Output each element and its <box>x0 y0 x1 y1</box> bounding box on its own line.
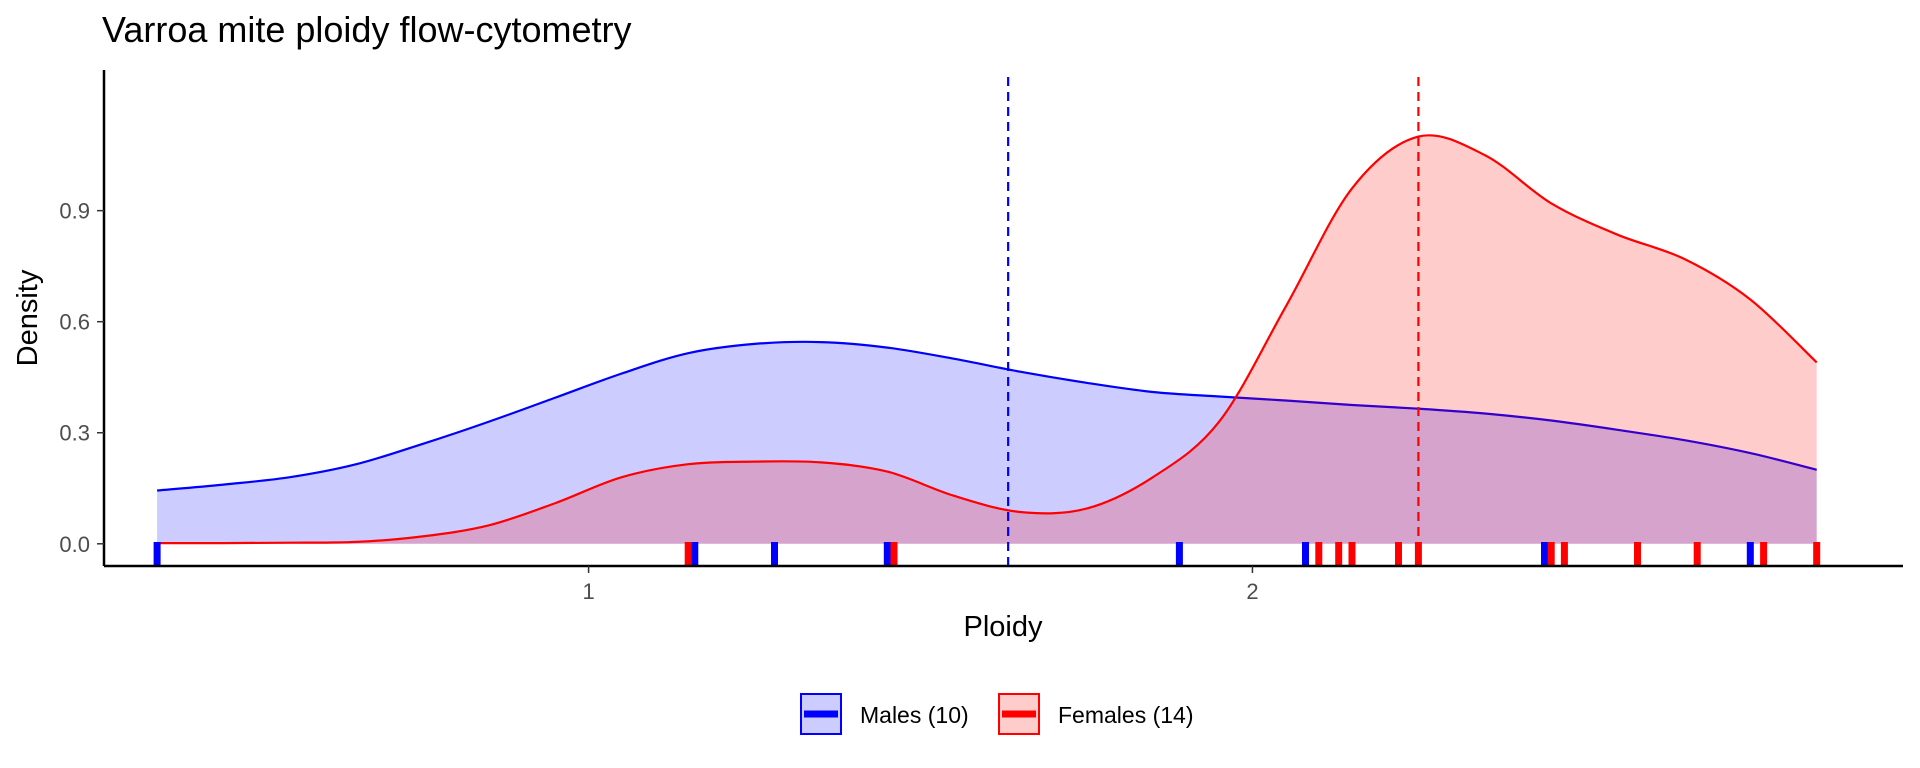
y-axis-title: Density <box>12 269 44 366</box>
rug-mark-females <box>1560 542 1568 565</box>
mean-lines <box>1007 77 1420 566</box>
rug-mark-males <box>1302 542 1309 565</box>
rug-mark-females <box>1395 542 1402 565</box>
rug-mark-females <box>1315 542 1323 565</box>
rug-mark-females <box>1813 542 1821 565</box>
x-tick-label: 2 <box>1246 579 1258 604</box>
rug-mark-females <box>1693 542 1701 565</box>
legend-label-females: Females (14) <box>1058 702 1193 728</box>
rug-mark-females <box>684 542 692 565</box>
rug-mark-males <box>771 542 778 565</box>
x-tick-label: 1 <box>582 579 594 604</box>
y-tick-label: 0.6 <box>59 310 90 335</box>
rug-marks <box>153 542 1821 565</box>
rug-mark-males <box>691 542 699 565</box>
legend-label-males: Males (10) <box>860 702 969 728</box>
y-axis-ticks: 0.0 0.3 0.6 0.9 <box>59 199 104 557</box>
y-tick-label: 0.9 <box>59 199 90 224</box>
rug-mark-females <box>1634 542 1641 565</box>
legend: Males (10) Females (14) <box>800 693 1193 735</box>
rug-mark-males <box>1541 542 1548 565</box>
rug-mark-females <box>1760 542 1768 565</box>
x-axis-title: Ploidy <box>964 611 1043 643</box>
rug-mark-females <box>1335 542 1343 565</box>
density-areas <box>157 134 1818 545</box>
rug-mark-females <box>1414 542 1422 565</box>
rug-mark-males <box>883 542 891 565</box>
line-males <box>157 340 1817 492</box>
rug-mark-males <box>1175 542 1183 565</box>
rug-mark-males <box>1746 542 1754 565</box>
area-females <box>157 135 1817 544</box>
rug-mark-males <box>153 542 161 565</box>
rug-mark-females <box>1348 542 1356 565</box>
chart-title: Varroa mite ploidy flow-cytometry <box>102 9 632 50</box>
y-tick-label: 0.0 <box>59 532 90 557</box>
rug-mark-females <box>890 542 898 565</box>
y-tick-label: 0.3 <box>59 421 90 446</box>
rug-mark-females <box>1547 542 1555 565</box>
line-females <box>157 134 1818 545</box>
